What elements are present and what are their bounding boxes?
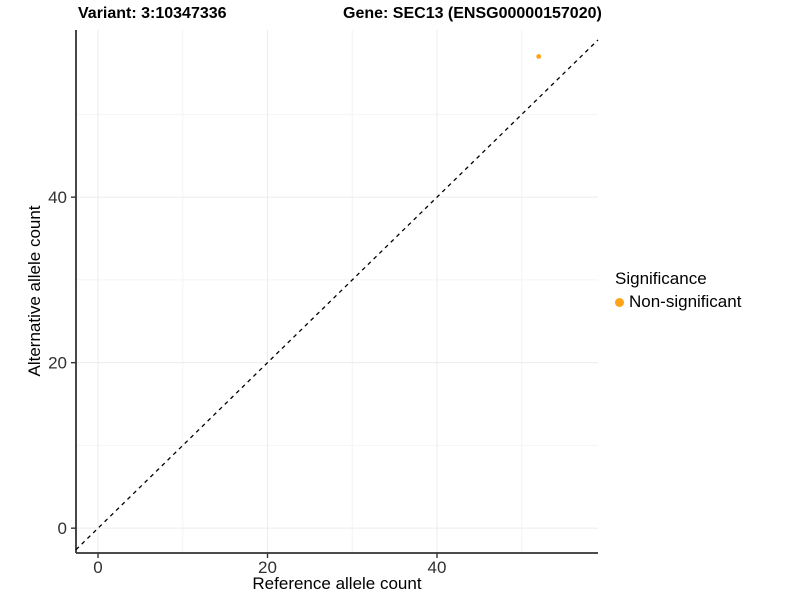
y-tick-label: 0 — [58, 519, 67, 538]
axes-layer: 0 20 40 0 20 40 — [48, 30, 598, 577]
variant-title: Variant: 3:10347336 — [78, 5, 227, 22]
identity-line — [75, 39, 599, 551]
x-tick-label: 20 — [258, 558, 277, 577]
legend: Significance Non-significant — [615, 269, 741, 312]
non-significant-dot-icon — [615, 297, 624, 307]
legend-item-label: Non-significant — [629, 292, 742, 311]
y-tick-label: 40 — [48, 188, 67, 207]
legend-item-non-significant: Non-significant — [615, 292, 741, 312]
gene-title: Gene: SEC13 (ENSG00000157020) — [343, 5, 602, 22]
x-axis-title: Reference allele count — [252, 574, 421, 593]
y-tick-label: 20 — [48, 354, 67, 373]
y-axis-title: Alternative allele count — [25, 205, 44, 376]
data-point-non-significant — [536, 54, 542, 59]
x-tick-label: 0 — [93, 558, 102, 577]
legend-title: Significance — [615, 269, 707, 288]
data-layer — [75, 39, 599, 551]
gridlines-layer — [76, 30, 598, 553]
x-tick-label: 40 — [428, 558, 447, 577]
